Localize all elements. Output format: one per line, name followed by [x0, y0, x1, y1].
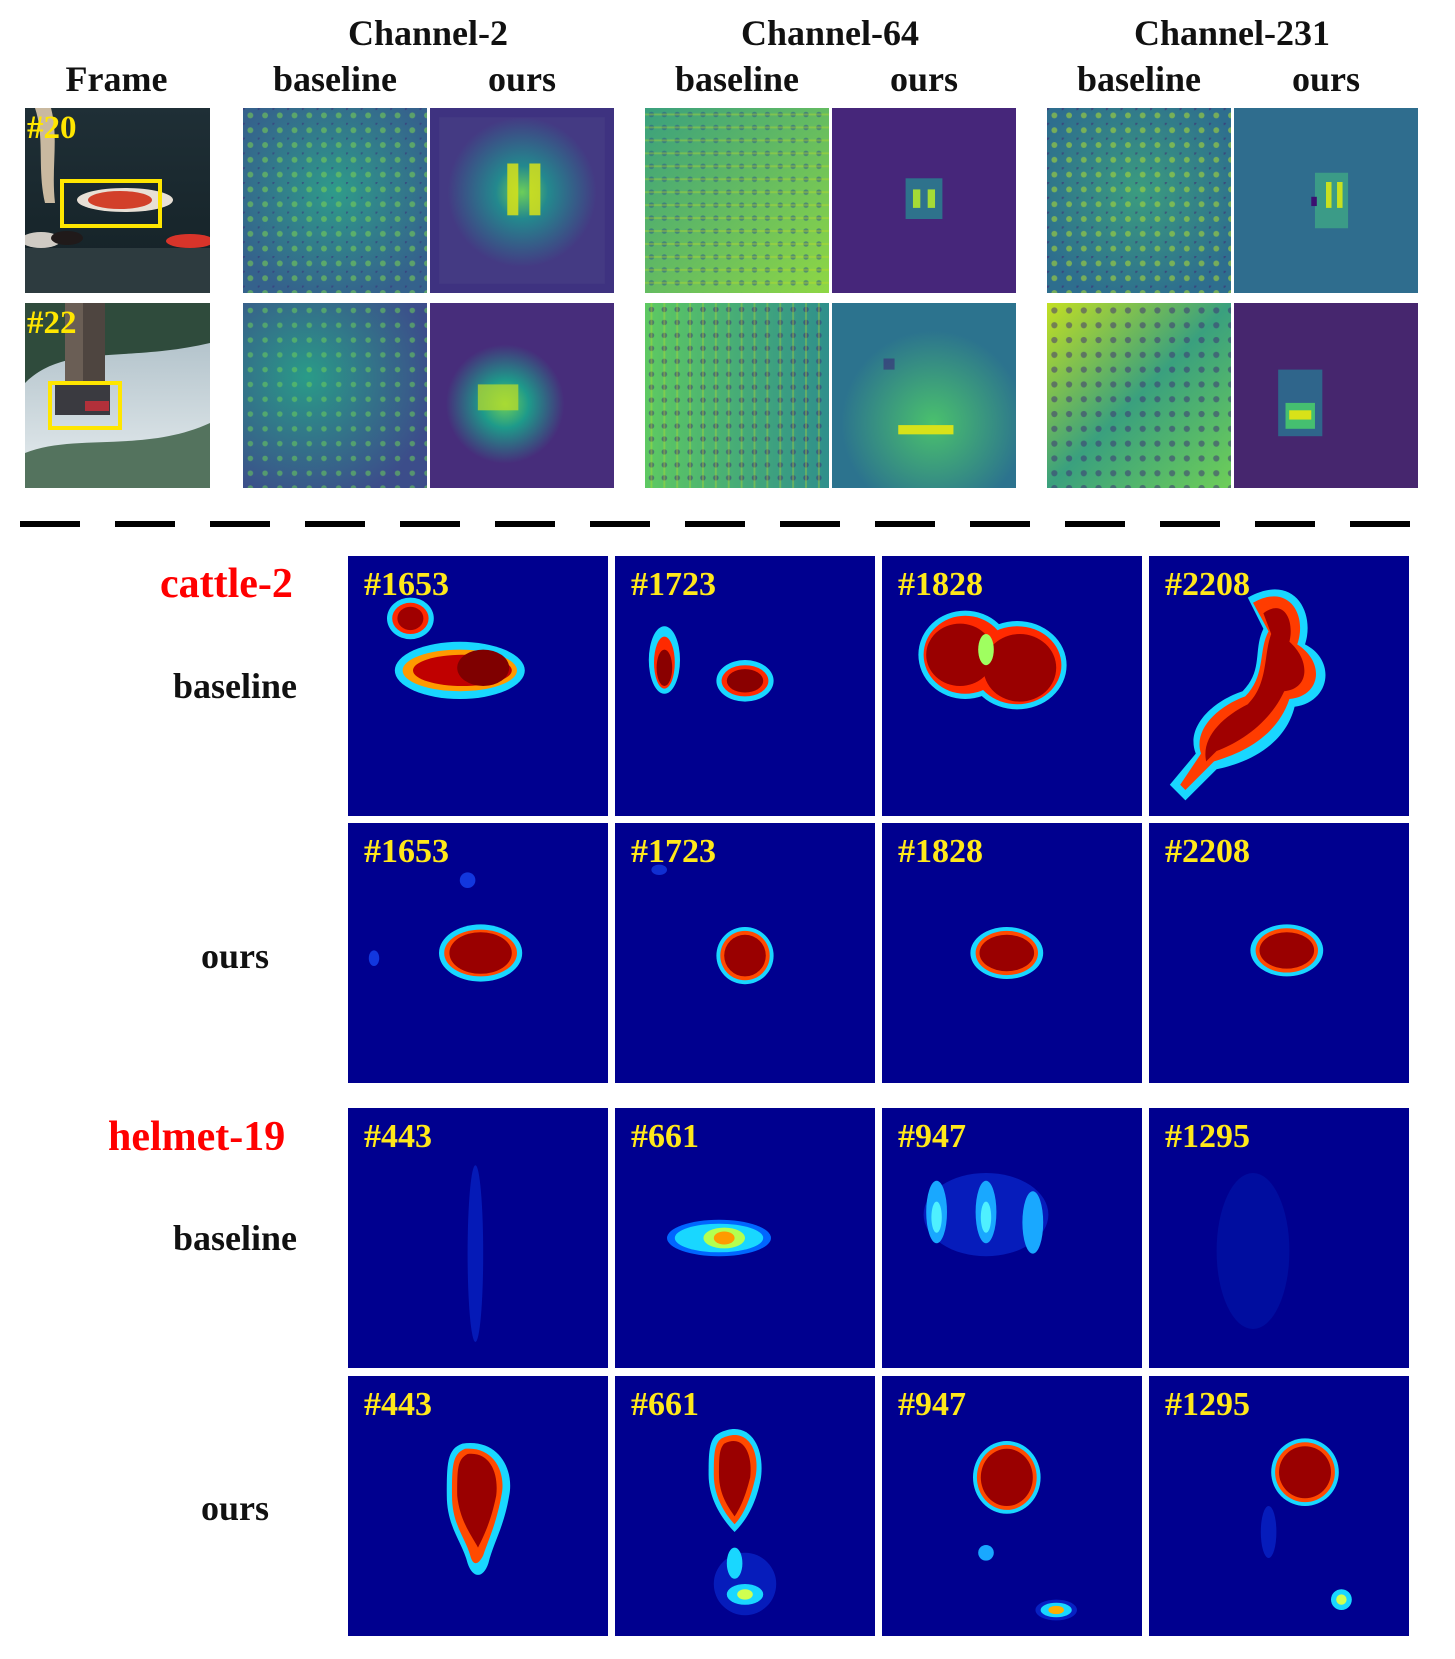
- feature-map-ch64-ours-20: [832, 108, 1016, 293]
- frame-label: #1295: [1165, 1386, 1250, 1423]
- feature-map-ch231-ours-20: [1234, 108, 1418, 293]
- frame-label: #661: [631, 1118, 699, 1155]
- channel-2-ours-label: ours: [487, 59, 556, 99]
- heatmap-helmet-baseline-443: #443: [348, 1108, 608, 1368]
- heatmap-cattle-ours-1723: #1723: [615, 823, 875, 1083]
- frame-label: #1653: [364, 566, 449, 603]
- heatmap-cattle-baseline-1828: #1828: [882, 556, 1142, 816]
- heatmap-cattle-baseline-1653: #1653: [348, 556, 608, 816]
- row-label-cattle-ours: ours: [200, 936, 269, 976]
- frame-label: #1723: [631, 566, 716, 603]
- heatmap-cattle-baseline-1723: #1723: [615, 556, 875, 816]
- feature-map-ch231-ours-22: [1234, 303, 1418, 488]
- row-label-helmet-baseline: baseline: [172, 1218, 297, 1258]
- channel-64-title: Channel-64: [740, 13, 920, 53]
- frame-label: #2208: [1165, 833, 1250, 870]
- feature-map-ch2-ours-20: [430, 108, 614, 293]
- frame-label: #947: [898, 1386, 966, 1423]
- frame-label: #947: [898, 1118, 966, 1155]
- channel-231-title: Channel-231: [1133, 13, 1331, 53]
- feature-map-ch64-baseline-22: [645, 303, 829, 488]
- heatmap-helmet-baseline-1295: #1295: [1149, 1108, 1409, 1368]
- channel-231-baseline-label: baseline: [1076, 59, 1201, 99]
- frame-label: #1295: [1165, 1118, 1250, 1155]
- channel-64-ours-label: ours: [889, 59, 958, 99]
- sequence-name-helmet-19: helmet-19: [108, 1114, 286, 1160]
- frame-label: #443: [364, 1118, 432, 1155]
- frame-label: #1828: [898, 833, 983, 870]
- frame-header: Frame: [65, 59, 168, 99]
- feature-map-ch2-ours-22: [430, 303, 614, 488]
- feature-map-ch64-ours-22: [832, 303, 1016, 488]
- heatmap-helmet-ours-1295: #1295: [1149, 1376, 1409, 1636]
- frame-label: #1653: [364, 833, 449, 870]
- channel-64-baseline-label: baseline: [674, 59, 799, 99]
- heatmap-helmet-ours-947: #947: [882, 1376, 1142, 1636]
- heatmap-helmet-ours-443: #443: [348, 1376, 608, 1636]
- frame-label: #1723: [631, 833, 716, 870]
- row-label-helmet-ours: ours: [200, 1488, 269, 1528]
- frame-label: #2208: [1165, 566, 1250, 603]
- sequence-name-cattle-2: cattle-2: [160, 561, 293, 607]
- heatmap-cattle-baseline-2208: #2208: [1149, 556, 1409, 816]
- feature-map-ch2-baseline-22: [243, 303, 427, 488]
- heatmap-cattle-ours-2208: #2208: [1149, 823, 1409, 1083]
- frame-label-22: #22: [27, 305, 77, 341]
- feature-map-ch64-baseline-20: [645, 108, 829, 293]
- frame-label: #1828: [898, 566, 983, 603]
- heatmap-helmet-baseline-661: #661: [615, 1108, 875, 1368]
- heatmap-helmet-ours-661: #661: [615, 1376, 875, 1636]
- feature-map-ch231-baseline-20: [1047, 108, 1231, 293]
- feature-map-ch2-baseline-20: [243, 108, 427, 293]
- heatmap-helmet-baseline-947: #947: [882, 1108, 1142, 1368]
- channel-2-title: Channel-2: [347, 13, 509, 53]
- frame-image-20: #20: [25, 108, 210, 293]
- channel-231-ours-label: ours: [1291, 59, 1360, 99]
- row-label-cattle-baseline: baseline: [172, 666, 297, 706]
- heatmap-cattle-ours-1653: #1653: [348, 823, 608, 1083]
- feature-map-ch231-baseline-22: [1047, 303, 1231, 488]
- channel-2-baseline-label: baseline: [272, 59, 397, 99]
- frame-label: #661: [631, 1386, 699, 1423]
- frame-label: #443: [364, 1386, 432, 1423]
- frame-image-22: #22: [25, 303, 210, 488]
- frame-label-20: #20: [27, 110, 77, 146]
- section-divider: [20, 521, 1440, 527]
- heatmap-cattle-ours-1828: #1828: [882, 823, 1142, 1083]
